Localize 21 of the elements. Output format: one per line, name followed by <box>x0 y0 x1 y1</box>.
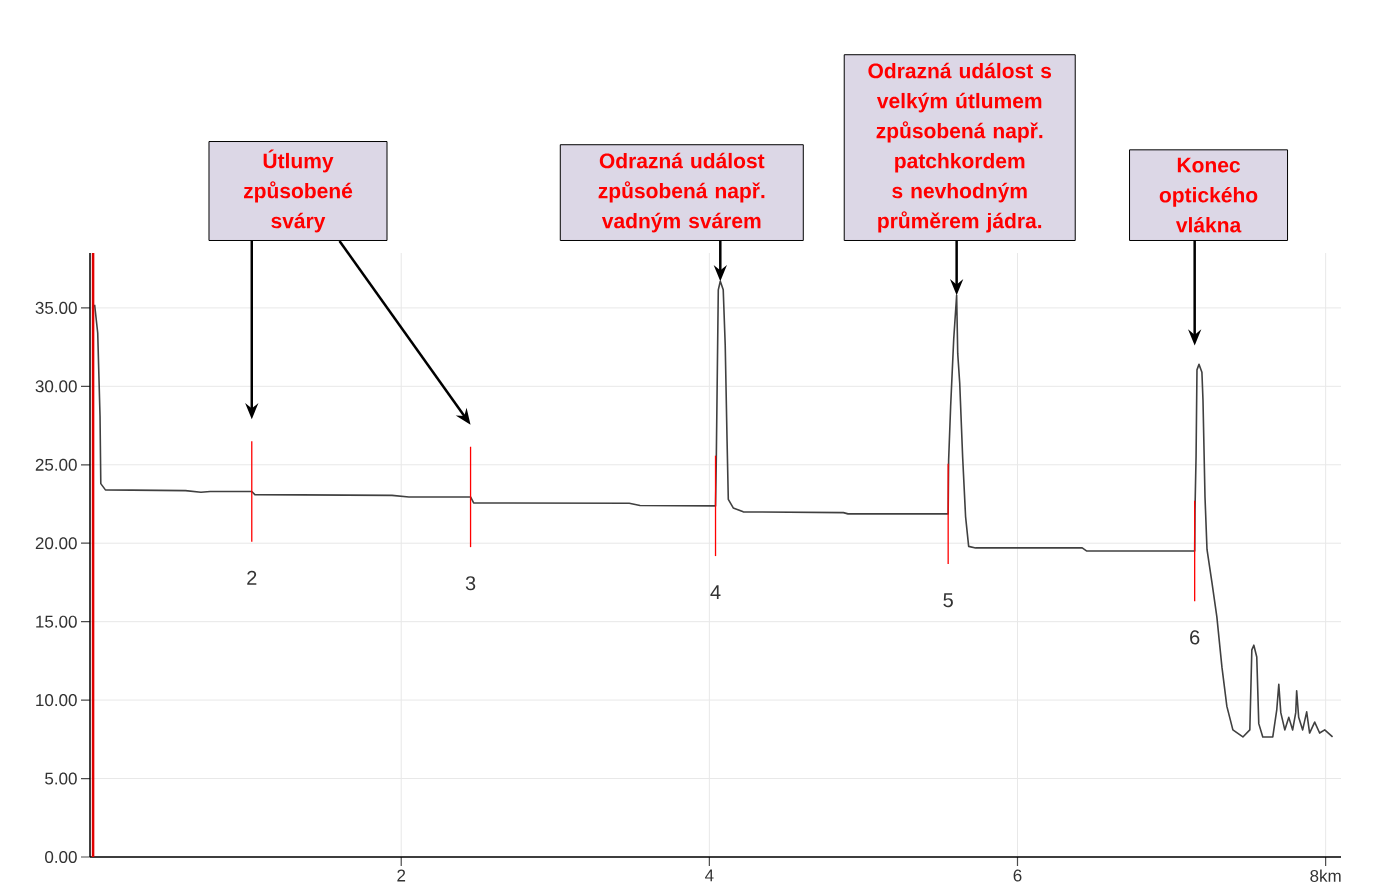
y-tick-label: 35.00 <box>35 301 77 314</box>
annotation: 3 <box>465 576 476 591</box>
annotation: Odrazná událost způsobená např. vadným svárem <box>598 152 765 233</box>
annotation: 5 <box>943 593 953 608</box>
x-tick-label: 8km <box>1310 869 1341 883</box>
y-tick-label: 20.00 <box>35 537 77 550</box>
x-tick-label: 6 <box>1013 869 1022 882</box>
y-tick-label: 30.00 <box>35 380 77 393</box>
annotation: 4 <box>710 585 721 600</box>
y-tick-label: 15.00 <box>36 615 77 628</box>
annotation: 6 <box>1190 630 1200 645</box>
y-tick-label: 10.00 <box>36 694 77 707</box>
x-tick-label: 4 <box>705 869 714 882</box>
annotation: 2 <box>247 570 257 585</box>
y-tick-label: 0.00 <box>45 850 77 864</box>
annotation: Odrazná událost s velkým útlumem způsobená např. patchkordem s nevhodným průměrem jádra. <box>868 62 1052 233</box>
y-tick-label: 5.00 <box>45 772 77 785</box>
text: Útlumy způsobené sváry <box>244 149 353 233</box>
text: Konec optického vlákna <box>1159 157 1258 233</box>
y-tick-label: 25.00 <box>35 458 77 471</box>
x-tick-label: 2 <box>397 869 406 882</box>
